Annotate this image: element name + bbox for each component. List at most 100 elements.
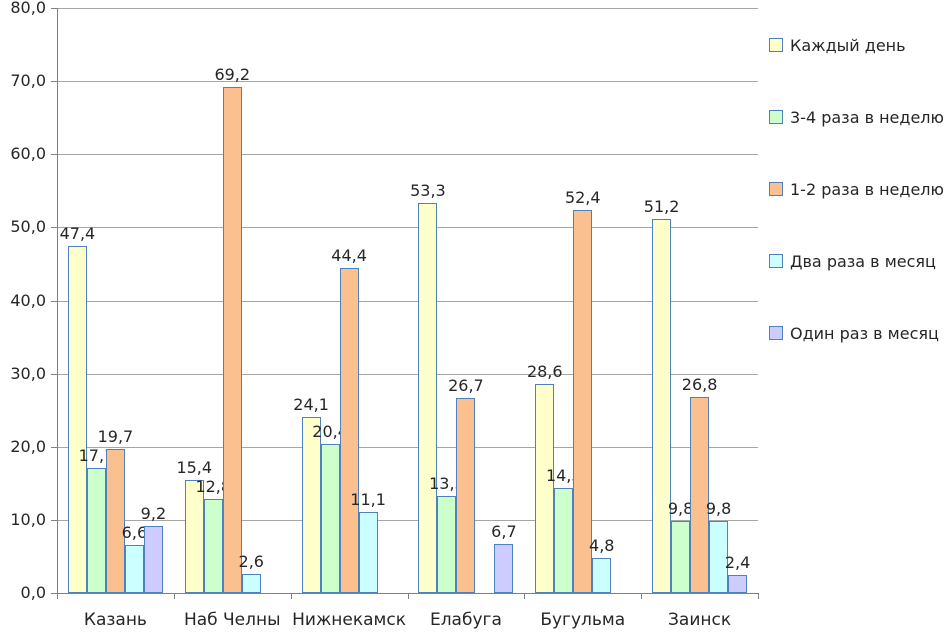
y-axis-tick [51, 227, 58, 229]
category-axis-label: Бугульма [540, 610, 626, 630]
y-axis-tick [51, 154, 58, 156]
legend-label: 1-2 раза в неделю [790, 179, 944, 199]
data-label: 53,3 [410, 181, 446, 201]
legend-item: 1-2 раза в неделю [769, 179, 944, 199]
y-axis-tick-label: 20,0 [10, 436, 46, 456]
bar [728, 575, 748, 593]
bar [494, 544, 514, 593]
data-label: 6,7 [491, 522, 517, 541]
y-axis-tick [51, 8, 58, 9]
y-axis-tick [51, 300, 58, 302]
bar [456, 397, 476, 593]
data-label: 15,4 [176, 458, 213, 478]
legend-swatch-icon [769, 182, 783, 196]
data-label: 9,8 [705, 499, 732, 519]
gridline [57, 8, 758, 9]
bar [535, 383, 555, 593]
y-axis-tick [51, 446, 58, 448]
data-label: 9,8 [667, 499, 694, 519]
y-axis-tick [51, 519, 58, 521]
bar [592, 557, 612, 593]
bar [573, 209, 593, 593]
bar [67, 246, 87, 593]
data-label: 28,6 [526, 361, 563, 381]
data-label: 2,6 [238, 551, 264, 571]
y-axis-tick-label: 10,0 [10, 509, 46, 529]
bar [358, 511, 378, 593]
legend-label: Два раза в месяц [790, 251, 936, 271]
legend-item: Два раза в месяц [769, 251, 936, 271]
y-axis-tick-label: 80,0 [10, 0, 46, 17]
x-axis-tick [407, 593, 409, 599]
bar [339, 268, 359, 593]
bar [301, 416, 321, 593]
bar [184, 480, 204, 593]
legend-swatch-icon [769, 254, 783, 268]
legend-label: Каждый день [790, 35, 906, 55]
bar [418, 203, 438, 593]
bar [222, 86, 242, 593]
bar [437, 495, 457, 593]
data-label: 13,3 [429, 473, 465, 493]
data-label: 14,3 [545, 466, 582, 486]
legend-label: Один раз в месяц [790, 323, 939, 343]
bar [203, 499, 223, 593]
bar [652, 218, 672, 593]
y-axis-tick [51, 81, 58, 83]
y-axis-line [57, 8, 58, 593]
bar [143, 525, 163, 593]
bar [86, 467, 106, 593]
bar [554, 488, 574, 593]
category-axis-label: Елабуга [429, 610, 502, 630]
y-axis-tick-label: 0,0 [20, 583, 46, 602]
legend-item: 3-4 раза в неделю [769, 107, 944, 127]
data-label: 17,1 [78, 445, 115, 465]
x-axis-tick [173, 593, 175, 599]
gridline [57, 300, 758, 302]
category-axis-label: Нижнекамск [292, 610, 406, 630]
data-label: 9,2 [140, 503, 167, 523]
bar [671, 521, 691, 593]
category-axis-label: Заинск [668, 610, 732, 630]
data-label: 11,1 [350, 489, 386, 509]
data-label: 24,1 [293, 394, 329, 414]
y-axis-tick-label: 70,0 [10, 71, 46, 91]
data-label: 47,4 [59, 224, 96, 244]
y-axis-tick-label: 50,0 [10, 217, 46, 237]
y-axis-tick-label: 60,0 [10, 144, 46, 164]
data-label: 12,8 [195, 477, 232, 497]
bar [690, 397, 710, 593]
data-label: 52,4 [564, 187, 601, 207]
bar [241, 573, 261, 593]
gridline [57, 227, 758, 229]
gridline [57, 154, 758, 156]
x-axis-tick [641, 593, 643, 599]
y-axis-tick-label: 40,0 [10, 290, 46, 310]
x-axis-tick [290, 593, 292, 599]
data-label: 51,2 [643, 196, 680, 216]
gridline [57, 446, 758, 448]
bar [105, 448, 125, 593]
data-label: 44,4 [331, 246, 367, 266]
data-label: 26,7 [448, 375, 484, 395]
data-label: 2,4 [724, 553, 751, 573]
data-label: 19,7 [97, 426, 134, 446]
y-axis-tick-label: 30,0 [10, 363, 46, 383]
data-label: 4,8 [589, 535, 615, 555]
gridline [57, 373, 758, 375]
x-axis-tick [524, 593, 526, 599]
y-axis-tick [51, 593, 58, 594]
x-axis-tick [758, 593, 759, 599]
bar [124, 544, 144, 593]
legend-label: 3-4 раза в неделю [790, 107, 944, 127]
legend-swatch-icon [769, 326, 783, 340]
category-axis-label: Наб Челны [183, 610, 281, 630]
legend-item: Один раз в месяц [769, 323, 939, 343]
data-label: 26,8 [681, 375, 718, 395]
bar [709, 521, 729, 593]
data-label: 6,6 [121, 522, 148, 542]
data-label: 69,2 [214, 64, 251, 84]
legend-swatch-icon [769, 110, 783, 124]
x-axis-tick [57, 593, 58, 599]
